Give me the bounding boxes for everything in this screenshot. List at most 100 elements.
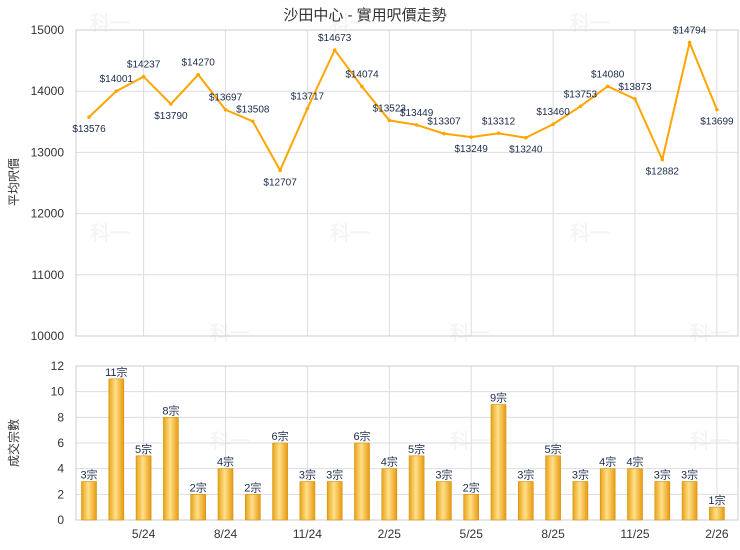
volume-bar <box>517 481 534 521</box>
price-y-tick-label: 10000 <box>31 329 65 343</box>
price-y-tick-label: 11000 <box>32 268 65 282</box>
price-point <box>578 104 583 109</box>
price-point-label: $13699 <box>700 117 734 128</box>
volume-bar <box>463 494 480 521</box>
watermark-layer: 科一科一科一科一科一科一科一科一科一科一科一科一 <box>90 11 730 453</box>
watermark-text: 科一 <box>210 429 250 453</box>
watermark-text: 科一 <box>690 429 730 453</box>
volume-bar <box>490 404 507 521</box>
price-point <box>605 84 610 89</box>
volume-bar <box>299 481 316 521</box>
price-point-labels: $13576$14001$14237$13790$14270$13697$135… <box>72 26 734 189</box>
price-line-layer <box>87 40 719 173</box>
volume-bar-label: 3宗 <box>654 468 671 482</box>
watermark-text: 科一 <box>210 321 250 345</box>
x-tick-label: 2/25 <box>378 527 402 541</box>
watermark-text: 科一 <box>690 321 730 345</box>
price-point <box>442 131 446 136</box>
price-point <box>414 123 419 127</box>
volume-bar-label: 5宗 <box>408 442 425 456</box>
price-point-label: $14237 <box>127 60 161 71</box>
price-point-label: $12707 <box>263 177 297 188</box>
price-point <box>633 97 637 101</box>
price-y-ticks: 10000 11000 12000 13000 14000 15000 <box>31 23 65 343</box>
volume-bar <box>354 442 370 521</box>
price-point-label: $13508 <box>236 104 270 115</box>
volume-y-axis-label: 成交宗數 <box>6 419 21 467</box>
price-y-axis-label: 平均呎價 <box>7 158 21 206</box>
price-point <box>660 157 665 162</box>
price-point <box>469 135 474 139</box>
volume-bar <box>108 378 125 521</box>
watermark-text: 科一 <box>450 321 490 345</box>
volume-bar-label: 4宗 <box>599 455 616 469</box>
x-tick-label: 11/24 <box>293 527 322 541</box>
volume-y-tick-label: 2 <box>57 487 64 501</box>
price-point-label: $13873 <box>618 82 652 93</box>
x-tick-label: 8/24 <box>214 527 238 541</box>
price-point <box>278 168 282 173</box>
volume-bar-label: 2宗 <box>244 480 261 494</box>
volume-bar-label: 3宗 <box>326 468 343 482</box>
price-point <box>251 119 255 124</box>
price-point <box>496 131 501 136</box>
volume-bar <box>81 481 97 521</box>
volume-bar-label: 3宗 <box>435 468 452 482</box>
price-point <box>715 107 719 112</box>
price-point-label: $13249 <box>455 144 489 155</box>
price-y-tick-label: 15000 <box>31 23 65 37</box>
watermark-text: 科一 <box>90 11 130 35</box>
price-point-label: $13449 <box>400 108 434 119</box>
volume-bar <box>408 455 425 521</box>
volume-y-tick-label: 10 <box>51 385 65 399</box>
watermark-text: 科一 <box>570 221 610 245</box>
price-point <box>223 107 228 112</box>
volume-bar <box>654 481 671 521</box>
volume-y-ticks: 0 2 4 6 8 10 12 <box>51 359 65 527</box>
price-point-label: $13307 <box>427 117 461 128</box>
x-tick-label: 11/25 <box>620 527 649 541</box>
price-point <box>196 72 200 77</box>
volume-bar <box>190 494 206 521</box>
watermark-text: 科一 <box>450 429 490 453</box>
volume-bar-label: 4宗 <box>217 455 234 469</box>
volume-bar <box>436 481 452 521</box>
x-tick-label: 5/24 <box>132 527 156 541</box>
price-point-label: $13717 <box>291 92 325 103</box>
price-point <box>305 106 310 111</box>
volume-bar <box>163 417 179 521</box>
volume-bar <box>681 481 698 521</box>
price-point <box>169 102 173 106</box>
price-point <box>524 135 528 140</box>
volume-bars <box>81 378 725 521</box>
volume-bar-label: 3宗 <box>299 468 316 482</box>
volume-bar <box>572 481 589 521</box>
price-point <box>332 48 337 52</box>
volume-bar <box>709 506 725 521</box>
volume-bar <box>326 481 343 521</box>
price-point-label: $14074 <box>345 70 379 81</box>
x-axis-ticks: 5/24 8/24 11/24 2/25 5/25 8/25 11/25 2/26 <box>132 527 729 541</box>
price-y-tick-label: 12000 <box>31 207 65 221</box>
price-point-label: $13576 <box>72 124 106 135</box>
x-tick-label: 8/25 <box>541 527 565 541</box>
price-point <box>87 115 91 119</box>
watermark-text: 科一 <box>90 221 130 245</box>
volume-bar <box>545 455 561 521</box>
price-point-label: $13523 <box>373 103 407 114</box>
price-point-label: $13753 <box>564 89 598 100</box>
price-plot-frame <box>75 29 739 337</box>
volume-y-tick-label: 8 <box>57 410 64 424</box>
price-point <box>360 84 364 89</box>
chart-title: 沙田中心 - 實用呎價走勢 <box>283 6 446 24</box>
volume-bar-label: 11宗 <box>105 365 127 379</box>
volume-bar-label: 5宗 <box>545 442 562 456</box>
price-point-label: $14794 <box>673 26 707 37</box>
volume-y-tick-label: 4 <box>57 462 64 476</box>
price-point-label: $14080 <box>591 69 625 80</box>
volume-bar <box>245 494 261 521</box>
volume-bar-label: 2宗 <box>463 480 480 494</box>
volume-bar <box>135 455 152 521</box>
volume-bar <box>599 468 616 521</box>
